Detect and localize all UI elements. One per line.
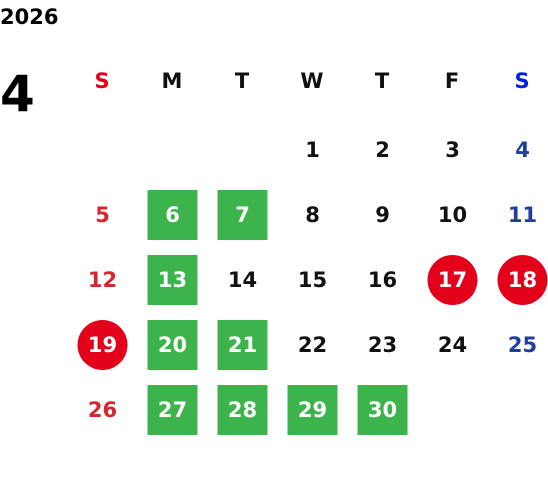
day-number: 18 xyxy=(508,268,537,292)
holiday-square xyxy=(147,255,198,305)
holiday-square xyxy=(217,190,268,240)
day-number: 17 xyxy=(438,268,467,292)
day-number: 6 xyxy=(165,203,180,227)
day-number: 19 xyxy=(88,333,117,357)
holiday-circle xyxy=(497,255,548,305)
day-number: 2 xyxy=(375,138,390,162)
weekday-label: F xyxy=(445,69,459,93)
day-number: 29 xyxy=(298,398,327,422)
holiday-square xyxy=(147,385,198,435)
day-number: 16 xyxy=(368,268,397,292)
day-number: 21 xyxy=(228,333,257,357)
holiday-circle xyxy=(427,255,478,305)
holiday-square xyxy=(287,385,338,435)
day-number: 9 xyxy=(375,203,390,227)
holiday-square xyxy=(147,190,198,240)
day-number: 30 xyxy=(368,398,397,422)
day-number: 3 xyxy=(445,138,460,162)
day-number: 4 xyxy=(515,138,530,162)
holiday-square xyxy=(357,385,408,435)
day-number: 20 xyxy=(158,333,187,357)
year: 2026 xyxy=(0,5,58,29)
day-number: 24 xyxy=(438,333,467,357)
month: 4 xyxy=(0,65,35,123)
holiday-circle xyxy=(77,320,128,370)
day-number: 5 xyxy=(95,203,110,227)
day-number: 23 xyxy=(368,333,397,357)
day-number: 11 xyxy=(508,203,537,227)
day-number: 22 xyxy=(298,333,327,357)
day-number: 15 xyxy=(298,268,327,292)
day-number: 12 xyxy=(88,268,117,292)
day-number: 14 xyxy=(228,268,257,292)
weekday-label: T xyxy=(235,69,250,93)
day-number: 28 xyxy=(228,398,257,422)
day-number: 7 xyxy=(235,203,250,227)
day-number: 25 xyxy=(508,333,537,357)
holiday-square xyxy=(217,320,268,370)
weekday-label: T xyxy=(375,69,390,93)
day-number: 1 xyxy=(305,138,320,162)
day-number: 10 xyxy=(438,203,467,227)
day-number: 26 xyxy=(88,398,117,422)
weekday-label: W xyxy=(300,69,323,93)
holiday-square xyxy=(217,385,268,435)
weekday-label: S xyxy=(514,69,529,93)
day-number: 8 xyxy=(305,203,320,227)
day-number: 13 xyxy=(158,268,187,292)
weekday-label: M xyxy=(162,69,183,93)
day-number: 27 xyxy=(158,398,187,422)
holiday-square xyxy=(147,320,198,370)
weekday-label: S xyxy=(94,69,109,93)
